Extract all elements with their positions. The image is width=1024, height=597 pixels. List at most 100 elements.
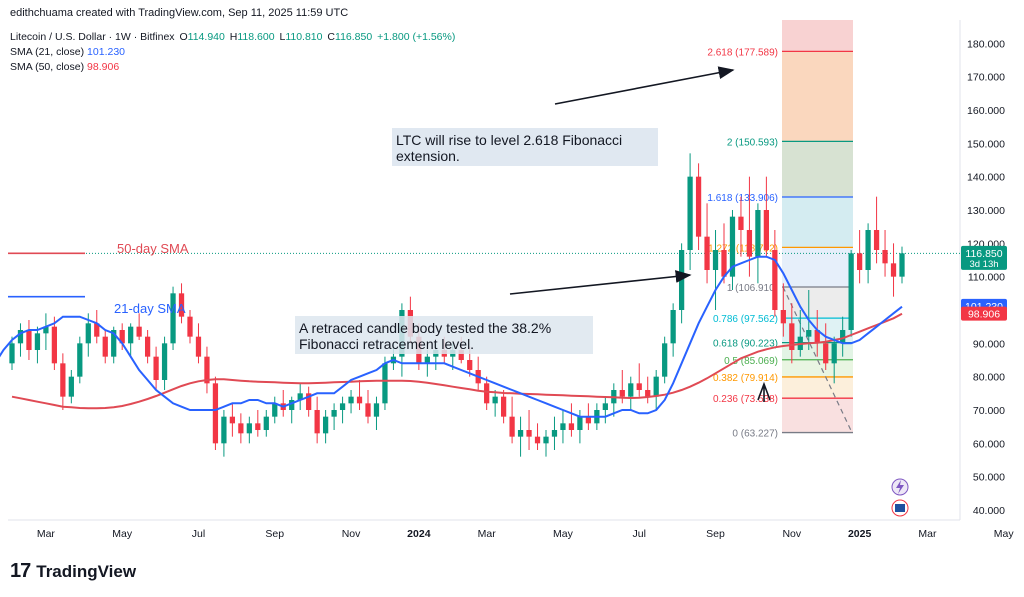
candle-body [509, 416, 515, 437]
candle [322, 410, 329, 444]
candle [500, 390, 507, 424]
candle [721, 223, 727, 284]
candle [517, 416, 524, 457]
candle [119, 323, 125, 350]
fib-level-label: 0.786 (97.562) [713, 314, 778, 325]
arrow-to-candles [509, 270, 692, 295]
fib-level-label: 2 (150.593) [727, 137, 778, 148]
candle [526, 410, 532, 450]
candle [187, 310, 193, 344]
candle-body [382, 363, 388, 404]
candle-body [356, 396, 363, 404]
candle-body [170, 293, 176, 344]
candle [263, 410, 269, 437]
candle [475, 356, 481, 390]
candle [882, 230, 888, 277]
candle [856, 230, 863, 284]
candle-body [636, 383, 642, 390]
legend-sma50-row[interactable]: SMA (50, close) 98.906 [10, 60, 455, 75]
candle [484, 376, 490, 410]
candle-body [712, 250, 719, 270]
candle [695, 163, 702, 250]
candle-body [882, 250, 888, 264]
price-badge-label: 98.906 [968, 309, 1000, 321]
candle [873, 196, 880, 264]
candle [339, 396, 346, 424]
y-tick-label: 70.000 [973, 405, 1005, 417]
candle-body [526, 430, 532, 437]
candle [111, 326, 117, 364]
candle-body [424, 356, 430, 364]
candle [77, 336, 83, 384]
candle [306, 386, 312, 417]
sma50-value: 98.906 [87, 61, 120, 73]
y-tick-label: 110.000 [968, 272, 1005, 284]
candle [178, 283, 185, 324]
candle [534, 423, 541, 450]
fib-band [782, 398, 853, 433]
fib-band [782, 196, 853, 248]
candle [229, 403, 236, 437]
candle-body [272, 403, 278, 417]
candle-body [297, 393, 303, 400]
candle [662, 336, 668, 384]
candle-body [34, 333, 41, 350]
x-tick-label: Sep [706, 528, 725, 540]
candle-body [585, 416, 592, 424]
candle-body [348, 396, 354, 404]
x-tick-label: 2024 [407, 528, 431, 540]
y-tick-label: 100.000 [967, 305, 1005, 317]
candle [687, 153, 693, 270]
fib-level-label: 0.618 (90.223) [713, 339, 778, 350]
candle-body [467, 360, 473, 370]
x-tick-label: Sep [265, 528, 284, 540]
candle [611, 383, 617, 417]
legend-sma21-row[interactable]: SMA (21, close) 101.230 [10, 45, 455, 60]
candle-body [322, 416, 329, 434]
candle [212, 376, 219, 450]
candle-body [534, 436, 541, 444]
candle-body [695, 176, 702, 237]
candle-body [246, 423, 252, 434]
high-label: H [229, 31, 238, 43]
candle-body [9, 343, 15, 364]
candle [399, 303, 405, 377]
candle [161, 336, 168, 390]
candle [712, 230, 719, 310]
candle-body [899, 253, 905, 277]
candle-body [856, 253, 863, 270]
tradingview-logo-icon: 17 [10, 560, 31, 582]
candle [789, 303, 795, 364]
fib-band [782, 247, 853, 287]
candle [348, 390, 354, 414]
x-tick-label: Mar [478, 528, 497, 540]
candle-body [678, 250, 685, 310]
annotation-retrace-line2: Fibonacci retracement level. [299, 336, 474, 352]
small-up-arrow [757, 381, 771, 402]
price-badge [961, 306, 1007, 321]
candle [678, 243, 685, 324]
chart-legend: Litecoin / U.S. Dollar · 1W · Bitfinex O… [10, 30, 455, 75]
candle [806, 290, 812, 350]
candle [890, 243, 897, 297]
candle-body [594, 410, 600, 424]
candle-body [848, 253, 854, 330]
symbol-title[interactable]: Litecoin / U.S. Dollar · 1W · Bitfinex [10, 31, 175, 43]
y-tick-label: 60.000 [973, 438, 1005, 450]
high-value: 118.600 [237, 31, 275, 43]
candle [238, 413, 244, 444]
candle-body [789, 323, 795, 350]
fib-level-label: 2.618 (177.589) [707, 47, 778, 58]
snapshot-credit: edithchuama created with TradingView.com… [10, 7, 349, 19]
fib-level-label: 0 (63.227) [732, 429, 778, 440]
candle [602, 396, 608, 424]
candle [467, 346, 473, 377]
price-badge-countdown: 3d 13h [969, 259, 998, 270]
candle-body [433, 350, 439, 357]
fib-trend-line [782, 286, 853, 433]
fib-band [782, 286, 853, 319]
fib-top-band [782, 20, 853, 52]
candle-body [560, 423, 566, 430]
sma21-line [0, 255, 903, 418]
